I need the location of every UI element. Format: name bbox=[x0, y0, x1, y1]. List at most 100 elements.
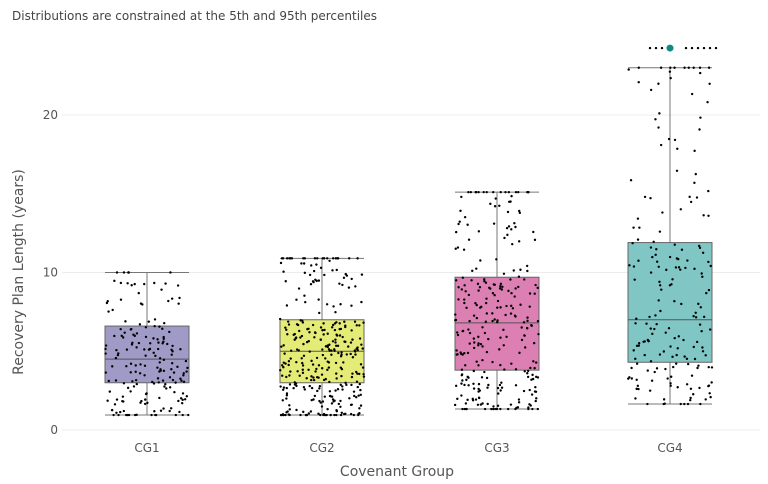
data-point bbox=[168, 376, 172, 379]
data-point bbox=[519, 303, 522, 306]
data-point bbox=[478, 389, 482, 392]
data-point bbox=[629, 179, 633, 182]
data-point bbox=[489, 202, 492, 206]
data-point bbox=[126, 413, 129, 417]
data-point bbox=[303, 388, 306, 391]
data-point bbox=[137, 341, 141, 345]
data-point bbox=[305, 413, 308, 417]
data-point bbox=[319, 401, 322, 404]
data-point bbox=[464, 402, 468, 405]
data-point bbox=[326, 332, 329, 335]
data-point bbox=[119, 327, 122, 331]
data-point bbox=[334, 341, 337, 344]
data-point bbox=[456, 397, 459, 401]
data-point bbox=[689, 387, 693, 391]
data-point bbox=[279, 385, 282, 388]
data-point bbox=[526, 269, 529, 273]
data-point bbox=[312, 378, 316, 382]
data-point bbox=[326, 257, 329, 260]
x-tick-label: CG3 bbox=[484, 441, 509, 455]
data-point bbox=[284, 280, 287, 283]
data-point bbox=[662, 402, 665, 406]
data-point bbox=[171, 362, 174, 365]
data-point bbox=[637, 341, 641, 345]
data-point bbox=[493, 205, 497, 208]
data-point bbox=[497, 392, 500, 395]
data-point bbox=[169, 407, 173, 410]
data-point bbox=[134, 364, 137, 367]
data-point bbox=[359, 393, 362, 397]
data-point bbox=[286, 320, 290, 323]
data-point bbox=[453, 403, 457, 407]
data-point bbox=[150, 413, 153, 417]
data-point bbox=[676, 386, 679, 389]
data-point bbox=[356, 372, 359, 375]
data-point bbox=[174, 413, 178, 417]
data-point bbox=[281, 257, 285, 260]
data-point bbox=[321, 353, 325, 357]
data-point bbox=[520, 326, 523, 329]
data-point bbox=[350, 403, 353, 406]
data-point bbox=[135, 382, 139, 386]
data-point bbox=[333, 328, 337, 332]
data-point bbox=[533, 238, 537, 242]
data-point bbox=[356, 257, 359, 260]
data-point bbox=[132, 385, 136, 388]
data-point bbox=[286, 333, 289, 336]
x-tick-label: CG4 bbox=[657, 441, 682, 455]
data-point bbox=[322, 322, 325, 325]
data-point bbox=[339, 383, 342, 387]
data-point bbox=[339, 366, 343, 369]
data-point bbox=[147, 320, 151, 323]
data-point bbox=[523, 278, 526, 281]
data-point bbox=[310, 359, 313, 363]
data-point bbox=[158, 361, 161, 364]
data-point bbox=[531, 407, 534, 411]
data-point bbox=[682, 338, 685, 342]
data-point bbox=[505, 335, 508, 338]
data-point bbox=[529, 366, 532, 370]
data-point bbox=[476, 282, 480, 286]
data-point bbox=[655, 367, 659, 370]
data-point bbox=[635, 362, 639, 365]
data-point bbox=[459, 209, 462, 213]
data-point bbox=[528, 292, 532, 295]
data-point bbox=[638, 226, 641, 229]
data-point bbox=[693, 181, 696, 185]
data-point bbox=[704, 398, 707, 401]
data-point bbox=[675, 169, 679, 172]
data-point bbox=[693, 357, 697, 361]
data-point bbox=[686, 259, 689, 262]
data-point bbox=[149, 342, 152, 345]
data-point bbox=[337, 351, 340, 355]
data-point bbox=[342, 361, 345, 364]
data-point bbox=[706, 100, 709, 104]
data-point bbox=[307, 412, 311, 415]
data-point bbox=[485, 350, 489, 354]
data-point bbox=[362, 373, 365, 376]
data-point bbox=[493, 318, 496, 321]
data-point bbox=[303, 257, 307, 260]
data-point bbox=[110, 408, 114, 412]
data-point bbox=[123, 331, 126, 334]
data-point bbox=[339, 399, 342, 403]
data-point bbox=[111, 308, 114, 312]
data-point bbox=[281, 374, 284, 377]
data-point bbox=[635, 344, 639, 348]
data-point bbox=[475, 360, 478, 363]
data-point bbox=[159, 409, 163, 412]
data-point bbox=[658, 112, 661, 115]
data-point bbox=[321, 348, 324, 351]
data-point bbox=[126, 282, 129, 285]
data-point bbox=[179, 397, 183, 400]
data-point bbox=[658, 284, 662, 287]
data-point bbox=[293, 383, 297, 386]
data-point bbox=[505, 226, 509, 230]
data-point bbox=[358, 337, 362, 340]
data-point bbox=[144, 398, 147, 401]
data-point bbox=[139, 401, 142, 404]
data-point bbox=[299, 319, 302, 322]
data-point bbox=[116, 353, 120, 357]
data-point bbox=[511, 242, 514, 246]
data-point bbox=[167, 299, 170, 303]
